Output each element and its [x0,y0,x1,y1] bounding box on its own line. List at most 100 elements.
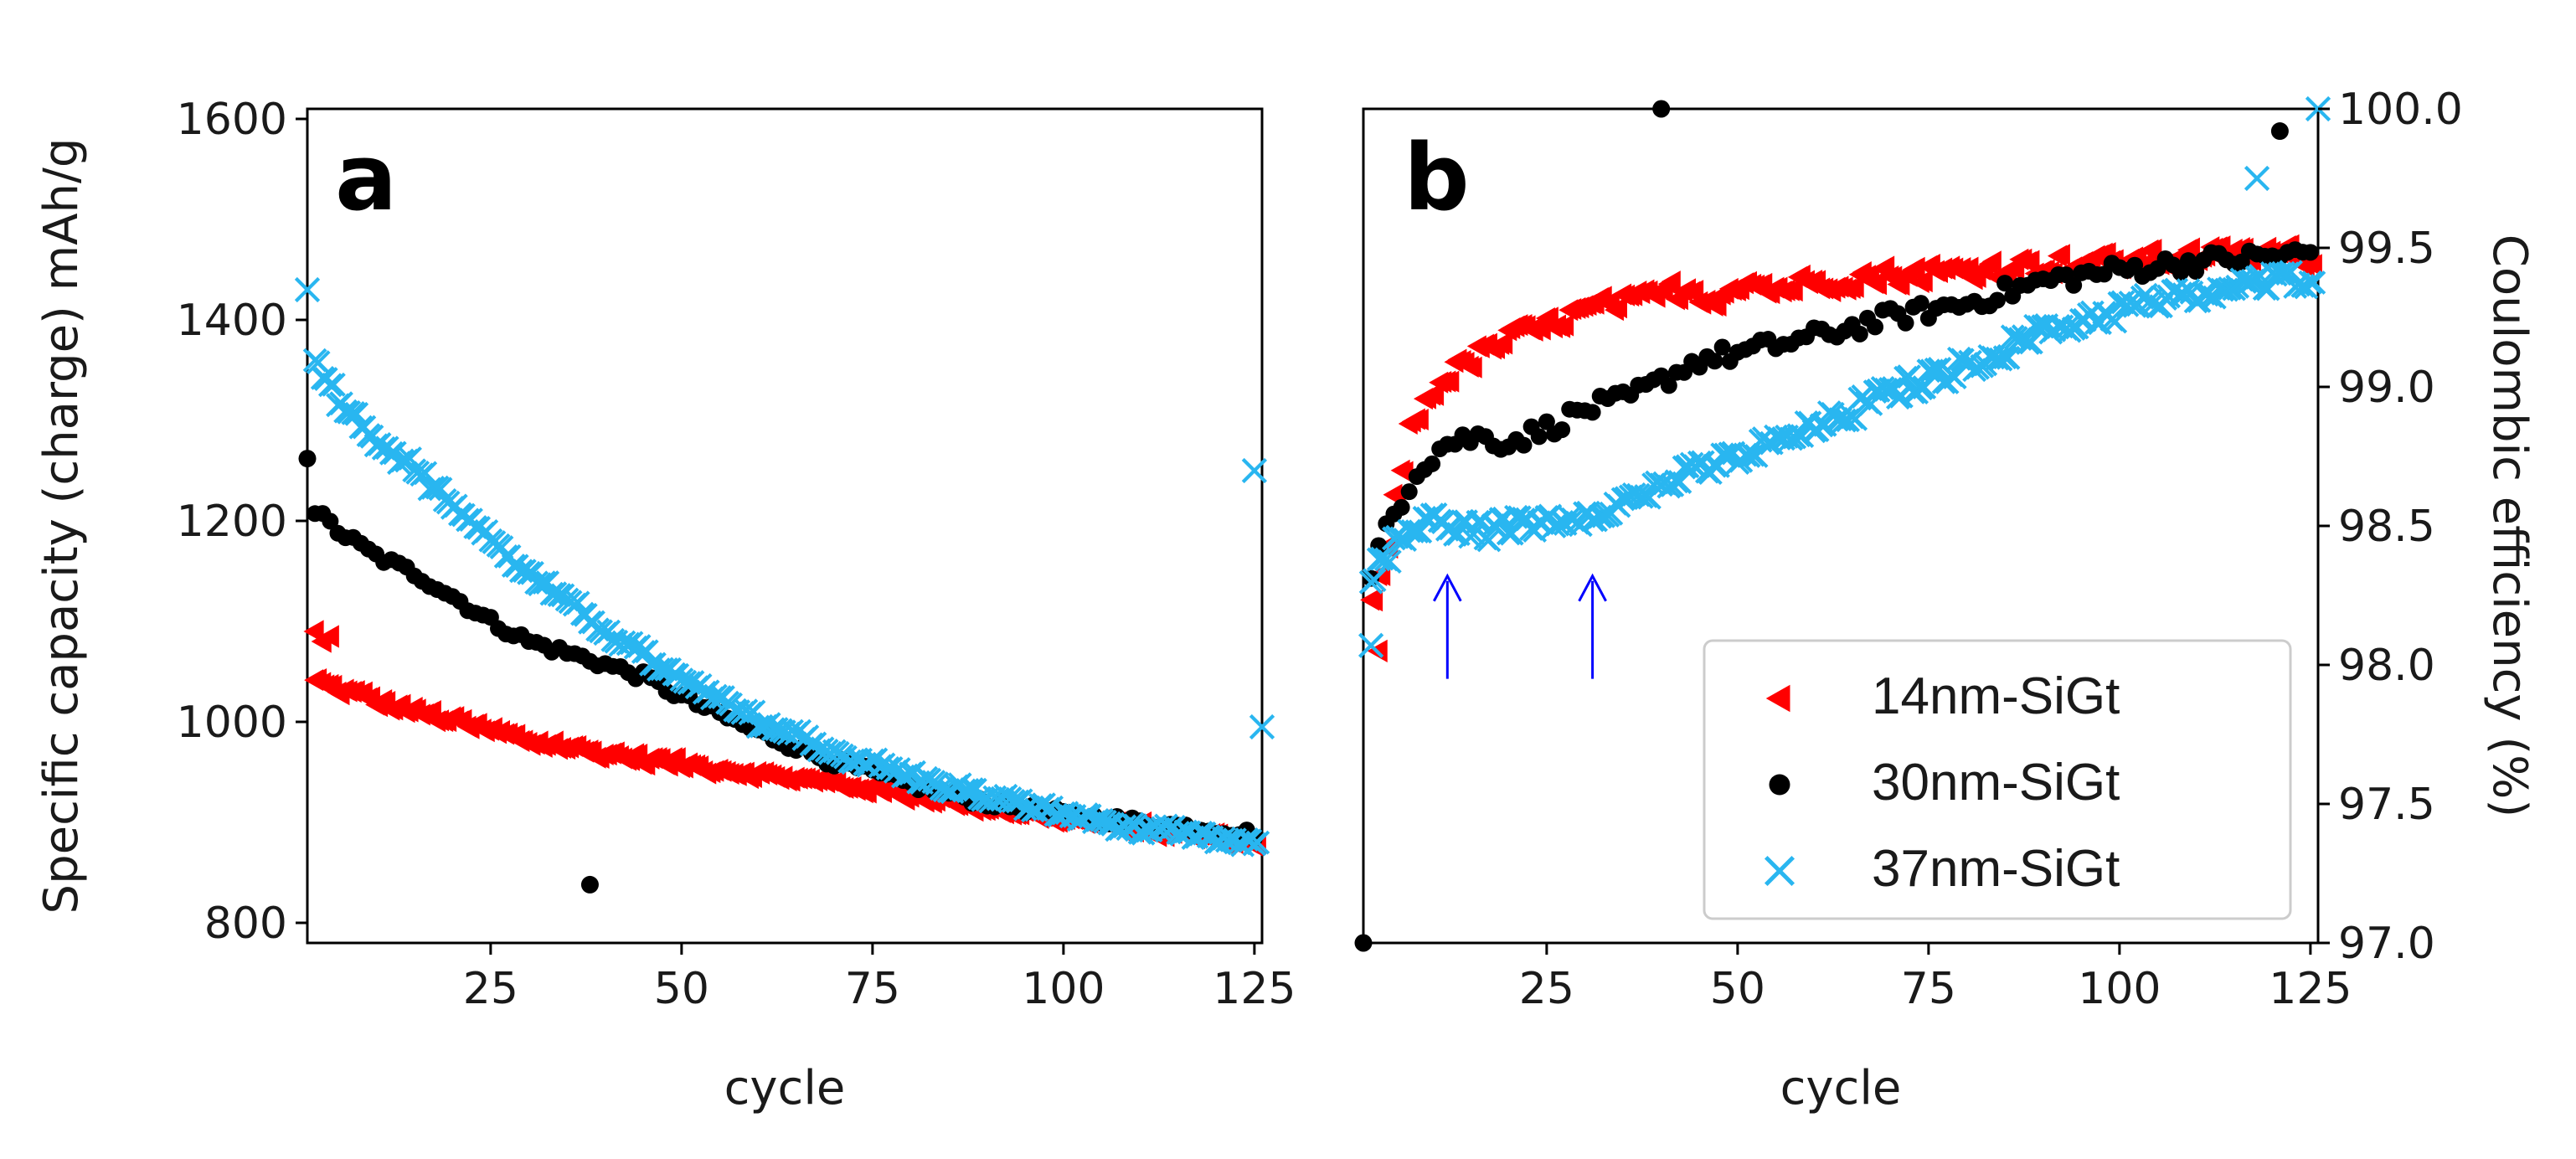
data-point [306,350,331,375]
legend-box [1703,639,2292,920]
data-point [1996,275,2014,292]
data-point [1554,314,1574,337]
data-point [1362,568,1387,593]
data-point [1661,270,1681,293]
annotation-arrow-head [1432,573,1462,602]
data-point [1905,256,1925,279]
y-tick-label: 800 [204,899,287,949]
data-point [322,513,339,530]
y-tick-label: 98.0 [2338,641,2435,691]
data-point [1912,295,1929,312]
panel-a-capacity: 800 1000 1200 1400 1600 25 50 75 100 125 a cycle… [34,95,1296,1115]
data-point [2020,250,2040,272]
legend-label-14nm: 14nm-SiGt [1872,667,2120,725]
data-point [2301,244,2319,261]
y-tick-label: 99.5 [2338,224,2435,274]
x-tick-label: 100 [2078,964,2161,1014]
panel-a-points [294,276,1275,894]
data-point [1985,346,2010,371]
y-tick-label: 99.0 [2338,363,2435,413]
annotation-arrow-head [1578,573,1607,602]
x-tick-label: 25 [463,964,518,1014]
x-tick-label: 100 [1022,964,1105,1014]
data-point [650,657,674,682]
x-tick-label: 25 [1519,964,1574,1014]
outlier-point [298,450,317,468]
data-point [1538,413,1555,430]
data-point [1377,549,1402,574]
y-tick-label: 98.5 [2338,502,2435,552]
outlier-point [294,276,321,303]
data-point [1462,356,1482,379]
x-tick-label: 50 [1710,964,1765,1014]
panel-b-x-ticks: 25 50 75 100 125 [1519,943,2352,1014]
data-point [1897,314,1914,332]
data-point [1530,428,1548,446]
panel-b-letter: b [1404,124,1470,231]
data-point [2298,270,2323,295]
data-point [1440,370,1460,393]
data-point [1783,280,1803,302]
data-point [2180,237,2200,260]
data-point [2103,309,2128,334]
data-point [1607,296,1627,319]
data-point [1466,509,1491,534]
panel-b-x-label: cycle [1780,1061,1902,1115]
data-point [672,669,698,694]
data-point [2194,282,2219,307]
data-point [2142,239,2162,261]
outlier-point [303,620,324,643]
data-point [1493,332,1513,355]
data-point [1400,483,1418,501]
y-tick-label: 100.0 [2338,85,2463,135]
data-point [875,756,900,780]
series-30nm-SiGt [1354,100,2319,952]
y-tick-label: 1400 [177,296,287,346]
data-point [955,778,980,802]
x-tick-label: 75 [1901,964,1956,1014]
data-point [2050,244,2070,266]
data-point [1553,421,1571,439]
data-point [2023,313,2048,338]
data-point [344,401,369,426]
series-37nm-SiGt [1358,95,2331,658]
data-point [2301,270,2326,295]
panel-a-y-ticks: 800 1000 1200 1400 1600 [177,95,307,949]
data-point [1476,528,1502,553]
data-point [1959,256,1979,279]
outlier-point [580,875,599,894]
data-point [1913,270,1933,293]
data-point [2302,254,2322,276]
data-point [951,778,976,803]
outlier-point [1652,100,1671,118]
data-point [1927,356,1952,381]
data-point [1851,325,1868,343]
data-point [2027,314,2051,339]
data-point [1584,404,1601,421]
data-point [2218,276,2242,301]
data-point [1660,377,1677,394]
data-point [1515,436,1533,454]
data-point [1873,377,1899,402]
data-point [1363,590,1383,612]
data-point [1867,318,1884,336]
data-point [321,372,346,397]
data-point [1409,408,1429,430]
data-point [2168,281,2193,306]
outlier-point [2270,122,2289,141]
data-point [1393,498,1410,516]
data-point [1988,291,2006,309]
data-point [1105,817,1130,842]
panel-a-x-label: cycle [724,1061,846,1115]
y-tick-label: 1600 [177,95,287,145]
y-tick-label: 97.0 [2338,919,2435,969]
data-point [1868,273,1888,296]
data-point [1369,546,1394,571]
outlier-point [1241,457,1268,484]
outlier-point [1358,632,1384,658]
x-tick-label: 125 [1213,964,1296,1014]
legend-label-30nm: 30nm-SiGt [1872,754,2120,811]
series-37nm-SiGt [294,276,1275,858]
outlier-point [1249,713,1275,740]
outlier-point [2244,165,2270,192]
